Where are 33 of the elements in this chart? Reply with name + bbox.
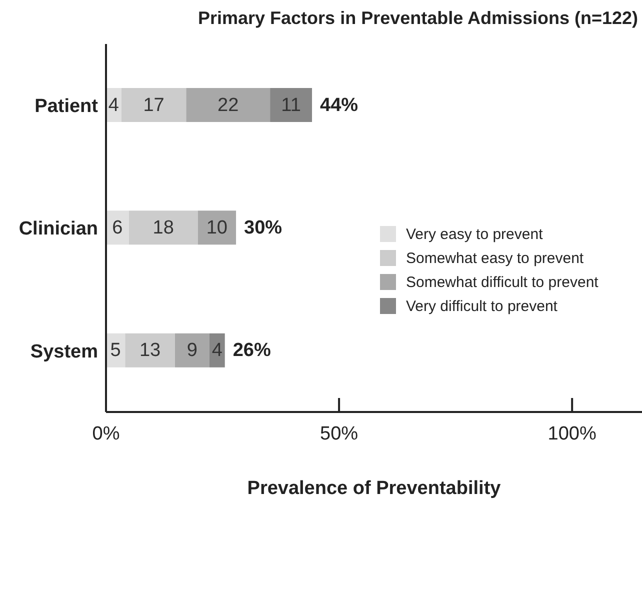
annotation: 22 bbox=[218, 94, 239, 116]
x-tick-label: 50% bbox=[320, 423, 358, 444]
legend-label: Very easy to prevent bbox=[406, 226, 543, 242]
annotation: 13 bbox=[139, 340, 161, 362]
total-label: 30% bbox=[244, 218, 282, 238]
x-tick-label: 100% bbox=[548, 423, 596, 444]
total-label: 26% bbox=[232, 340, 271, 362]
bar bbox=[174, 333, 210, 368]
annotation: 5 bbox=[110, 340, 121, 362]
annotation: 11 bbox=[281, 94, 301, 116]
bar bbox=[128, 210, 198, 245]
annotation: 9 bbox=[186, 340, 198, 362]
y-tick-label: Patient bbox=[34, 96, 99, 118]
annotation: 6 bbox=[112, 218, 123, 238]
bar bbox=[121, 88, 186, 122]
legend-label: Somewhat difficult to prevent bbox=[406, 274, 598, 290]
bar bbox=[270, 88, 312, 122]
legend-label: Very difficult to prevent bbox=[406, 298, 558, 314]
bar bbox=[125, 333, 175, 368]
x-tick-label: 0% bbox=[92, 423, 120, 444]
legend-label: Somewhat easy to prevent bbox=[406, 250, 584, 266]
chart-title: Primary Factors in Preventable Admissions (n=122) bbox=[197, 8, 639, 30]
annotation: 17 bbox=[143, 94, 164, 116]
annotation: 4 bbox=[108, 94, 120, 116]
annotation: 4 bbox=[212, 340, 223, 362]
bar bbox=[198, 210, 236, 245]
y-tick-label: Clinician bbox=[18, 218, 98, 240]
bar bbox=[186, 88, 270, 122]
x-axis-title: Prevalence of Preventability bbox=[247, 478, 502, 499]
total-label: 44% bbox=[320, 94, 358, 116]
annotation: 10 bbox=[206, 218, 228, 238]
annotation: 18 bbox=[152, 218, 174, 238]
y-tick-label: System bbox=[30, 341, 98, 362]
